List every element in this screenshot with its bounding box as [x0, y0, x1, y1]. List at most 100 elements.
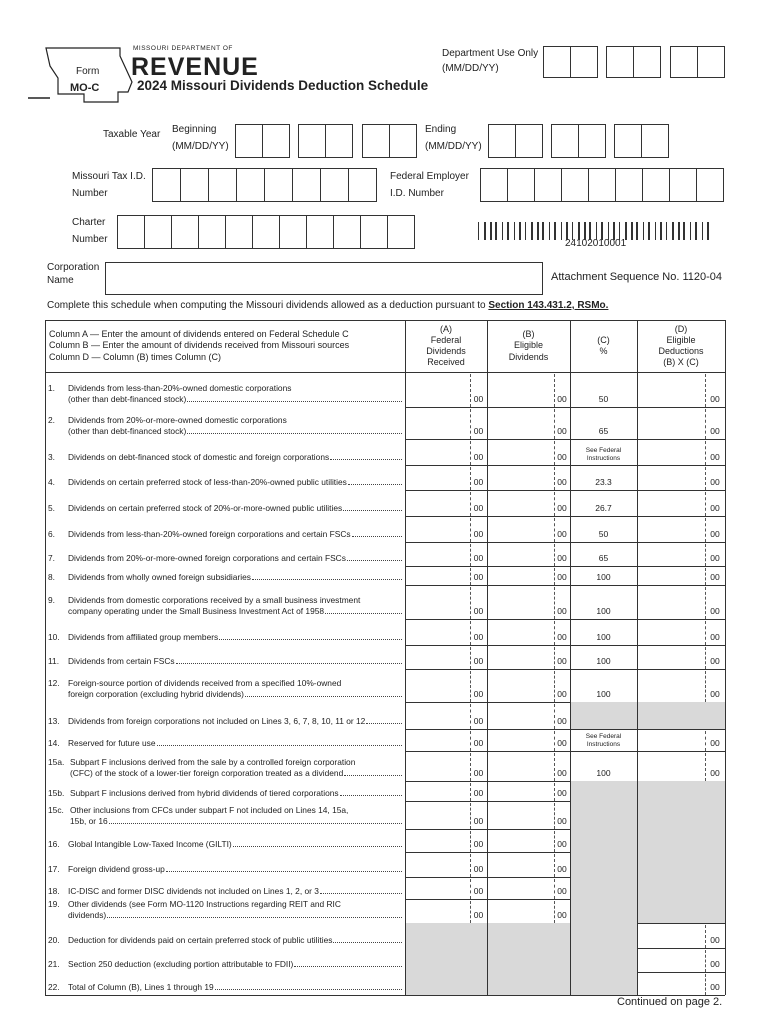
fein-box[interactable]: [642, 168, 670, 202]
amount-field[interactable]: [487, 465, 554, 490]
charter-box[interactable]: [306, 215, 334, 249]
amount-field[interactable]: [637, 619, 705, 645]
amount-field[interactable]: [637, 407, 705, 439]
fein-box[interactable]: [669, 168, 697, 202]
amount-field[interactable]: [637, 439, 705, 465]
amount-field[interactable]: [637, 972, 705, 995]
amount-field[interactable]: [487, 585, 554, 619]
charter-box[interactable]: [225, 215, 253, 249]
begin-date-box[interactable]: [235, 124, 263, 158]
amount-field[interactable]: [405, 407, 470, 439]
amount-field[interactable]: [405, 829, 470, 852]
amount-field[interactable]: [637, 516, 705, 542]
amount-field[interactable]: [487, 407, 554, 439]
tax-id-box[interactable]: [180, 168, 209, 202]
end-date-box[interactable]: [641, 124, 669, 158]
amount-field[interactable]: [637, 490, 705, 516]
end-date-box[interactable]: [515, 124, 543, 158]
amount-field[interactable]: [487, 439, 554, 465]
amount-field[interactable]: [487, 899, 554, 923]
fein-box[interactable]: [507, 168, 535, 202]
amount-field[interactable]: [487, 619, 554, 645]
charter-box[interactable]: [252, 215, 280, 249]
amount-field[interactable]: [405, 645, 470, 669]
tax-id-box[interactable]: [208, 168, 237, 202]
tax-id-box[interactable]: [292, 168, 321, 202]
amount-field[interactable]: [637, 372, 705, 407]
charter-box[interactable]: [198, 215, 226, 249]
amount-field[interactable]: [405, 899, 470, 923]
amount-field[interactable]: [405, 669, 470, 702]
charter-box[interactable]: [360, 215, 388, 249]
end-date-box[interactable]: [551, 124, 579, 158]
fein-box[interactable]: [534, 168, 562, 202]
amount-field[interactable]: [487, 729, 554, 751]
charter-box[interactable]: [279, 215, 307, 249]
amount-field[interactable]: [637, 465, 705, 490]
amount-field[interactable]: [637, 566, 705, 585]
tax-id-box[interactable]: [152, 168, 181, 202]
amount-field[interactable]: [405, 566, 470, 585]
fein-box[interactable]: [615, 168, 643, 202]
amount-field[interactable]: [637, 645, 705, 669]
amount-field[interactable]: [637, 669, 705, 702]
begin-date-box[interactable]: [389, 124, 417, 158]
charter-box[interactable]: [171, 215, 199, 249]
begin-date-box[interactable]: [262, 124, 290, 158]
amount-field[interactable]: [487, 781, 554, 801]
fein-box[interactable]: [561, 168, 589, 202]
amount-field[interactable]: [405, 852, 470, 877]
amount-field[interactable]: [487, 542, 554, 566]
dept-use-box[interactable]: [606, 46, 634, 78]
dept-use-box[interactable]: [697, 46, 725, 78]
amount-field[interactable]: [405, 801, 470, 829]
amount-field[interactable]: [637, 948, 705, 972]
amount-field[interactable]: [487, 669, 554, 702]
tax-id-box[interactable]: [348, 168, 377, 202]
dept-use-box[interactable]: [570, 46, 598, 78]
amount-field[interactable]: [487, 566, 554, 585]
amount-field[interactable]: [405, 729, 470, 751]
amount-field[interactable]: [405, 516, 470, 542]
end-date-box[interactable]: [488, 124, 516, 158]
end-date-box[interactable]: [578, 124, 606, 158]
amount-field[interactable]: [637, 923, 705, 948]
charter-box[interactable]: [333, 215, 361, 249]
dept-use-box[interactable]: [670, 46, 698, 78]
tax-id-box[interactable]: [320, 168, 349, 202]
amount-field[interactable]: [487, 852, 554, 877]
dept-use-box[interactable]: [543, 46, 571, 78]
amount-field[interactable]: [637, 542, 705, 566]
amount-field[interactable]: [487, 702, 554, 729]
corporation-name-field[interactable]: [105, 262, 543, 295]
amount-field[interactable]: [487, 490, 554, 516]
charter-box[interactable]: [117, 215, 145, 249]
amount-field[interactable]: [487, 751, 554, 781]
amount-field[interactable]: [405, 619, 470, 645]
amount-field[interactable]: [405, 781, 470, 801]
amount-field[interactable]: [637, 751, 705, 781]
statute-link[interactable]: Section 143.431.2, RSMo.: [488, 300, 609, 311]
amount-field[interactable]: [487, 829, 554, 852]
tax-id-box[interactable]: [264, 168, 293, 202]
amount-field[interactable]: [405, 542, 470, 566]
amount-field[interactable]: [487, 645, 554, 669]
amount-field[interactable]: [405, 877, 470, 899]
begin-date-box[interactable]: [298, 124, 326, 158]
amount-field[interactable]: [487, 801, 554, 829]
amount-field[interactable]: [405, 702, 470, 729]
charter-box[interactable]: [144, 215, 172, 249]
tax-id-box[interactable]: [236, 168, 265, 202]
fein-box[interactable]: [588, 168, 616, 202]
fein-box[interactable]: [696, 168, 724, 202]
amount-field[interactable]: [405, 465, 470, 490]
amount-field[interactable]: [405, 490, 470, 516]
amount-field[interactable]: [637, 585, 705, 619]
charter-box[interactable]: [387, 215, 415, 249]
begin-date-box[interactable]: [362, 124, 390, 158]
amount-field[interactable]: [487, 877, 554, 899]
amount-field[interactable]: [405, 372, 470, 407]
amount-field[interactable]: [487, 516, 554, 542]
amount-field[interactable]: [487, 372, 554, 407]
fein-box[interactable]: [480, 168, 508, 202]
